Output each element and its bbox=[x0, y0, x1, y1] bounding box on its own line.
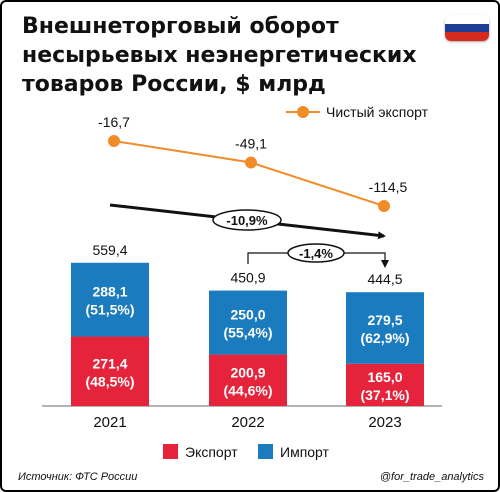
x-tick-label: 2023 bbox=[368, 414, 401, 431]
title-line-3: товаров России, $ млрд bbox=[22, 72, 326, 97]
legend-import-swatch bbox=[258, 444, 273, 459]
legend-import-label: Импорт bbox=[280, 444, 330, 460]
flag-stripe bbox=[445, 23, 489, 33]
annotation-bubble bbox=[212, 209, 282, 231]
x-tick-label: 2022 bbox=[231, 414, 264, 431]
bar-import-2022 bbox=[209, 290, 287, 355]
title-line-1: Внешнеторговый оборот bbox=[22, 14, 339, 39]
import-value-label: 250,0 bbox=[230, 307, 265, 323]
net-export-label: -114,5 bbox=[369, 179, 408, 195]
total-label: 444,5 bbox=[367, 271, 402, 287]
flag-stripe bbox=[445, 15, 489, 24]
bar-import-2021 bbox=[71, 262, 149, 337]
net-export-label: -49,1 bbox=[235, 136, 267, 152]
net-export-point bbox=[378, 199, 390, 212]
export-share-label: (48,5%) bbox=[85, 373, 134, 389]
bar-import-2023 bbox=[346, 292, 424, 364]
net-export-label: -16,7 bbox=[98, 114, 130, 130]
annotation-bubble bbox=[287, 243, 345, 263]
legend-export-swatch bbox=[163, 444, 178, 459]
x-tick-label: 2021 bbox=[93, 414, 126, 431]
legend-line-marker bbox=[297, 106, 309, 118]
export-share-label: (44,6%) bbox=[223, 382, 272, 398]
annotation-label: -10,9% bbox=[226, 213, 268, 228]
flag-stripe bbox=[445, 32, 489, 41]
net-export-point bbox=[245, 156, 257, 169]
export-value-label: 165,0 bbox=[367, 369, 402, 385]
import-share-label: (62,9%) bbox=[360, 330, 409, 346]
import-value-label: 288,1 bbox=[92, 284, 127, 300]
export-value-label: 271,4 bbox=[92, 355, 127, 371]
import-value-label: 279,5 bbox=[367, 312, 402, 328]
import-share-label: (51,5%) bbox=[85, 302, 134, 318]
export-share-label: (37,1%) bbox=[360, 387, 409, 403]
chart-title: Внешнеторговый оборот несырьевых неэнерг… bbox=[22, 12, 432, 99]
total-label: 450,9 bbox=[230, 270, 265, 286]
bar-export-2021 bbox=[71, 336, 149, 406]
bar-export-2022 bbox=[209, 354, 287, 406]
legend-export-label: Экспорт bbox=[185, 444, 238, 460]
net-export-point bbox=[108, 135, 120, 147]
import-share-label: (55,4%) bbox=[223, 325, 272, 341]
export-value-label: 200,9 bbox=[230, 364, 265, 380]
title-line-2: несырьевых неэнергетических bbox=[22, 43, 417, 68]
total-label: 559,4 bbox=[92, 242, 127, 258]
legend-net-export-label: Чистый экспорт bbox=[326, 104, 429, 120]
bar-export-2023 bbox=[346, 363, 424, 406]
author-handle: @for_trade_analytics bbox=[379, 471, 484, 483]
russia-flag-icon bbox=[445, 15, 489, 41]
source-note: Источник: ФТС России bbox=[18, 471, 138, 483]
annotation-label: -1,4% bbox=[299, 246, 333, 261]
